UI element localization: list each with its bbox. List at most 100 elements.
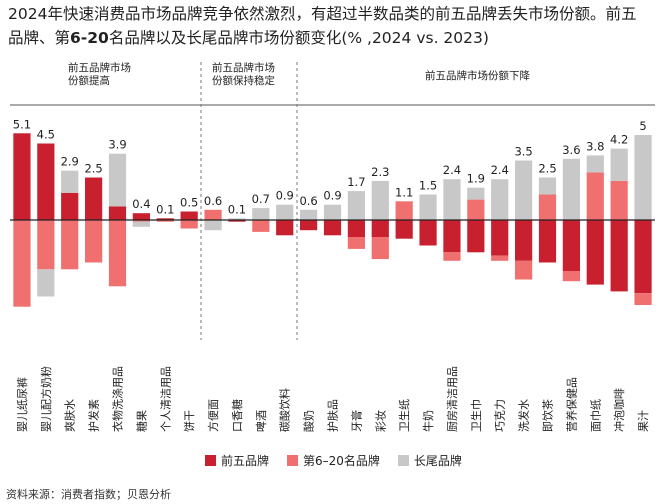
total-label: 1.1 xyxy=(395,185,413,199)
bar-segment xyxy=(515,220,533,261)
legend-item: 第6–20名品牌 xyxy=(287,452,380,469)
total-label: 3.5 xyxy=(514,145,532,159)
x-tick-label: 酸奶 xyxy=(302,410,316,432)
bar-segment xyxy=(61,170,79,193)
bar-segment xyxy=(61,220,79,270)
legend-swatch xyxy=(205,455,216,466)
bar-segment xyxy=(13,133,31,220)
bar-segment xyxy=(300,220,318,231)
bar-segment xyxy=(395,220,413,239)
x-tick-label: 厨房清洁用品 xyxy=(446,366,459,432)
bar-segment xyxy=(467,199,485,220)
legend-label: 第6–20名品牌 xyxy=(303,454,380,468)
bar-segment xyxy=(538,220,557,263)
total-label: 0.1 xyxy=(228,202,246,216)
total-label: 1.9 xyxy=(467,172,485,186)
x-tick-label: 护肤品 xyxy=(326,399,340,432)
bar-segment xyxy=(156,218,174,220)
bar-segment xyxy=(491,255,509,261)
bar-segment xyxy=(634,220,652,294)
legend-label: 长尾品牌 xyxy=(413,454,462,468)
bar-segment xyxy=(538,194,557,220)
bar-segment xyxy=(252,208,270,220)
bar-segment xyxy=(108,206,127,220)
bar-segment xyxy=(443,179,461,220)
bar-segment xyxy=(300,209,318,220)
bar-segment xyxy=(419,220,437,246)
x-tick-label: 牛奶 xyxy=(421,410,435,432)
bar-segment xyxy=(13,220,31,307)
bar-segment xyxy=(323,220,342,236)
x-tick-label: 碳酸饮料 xyxy=(278,388,292,432)
bar-segment xyxy=(586,155,604,173)
bar-segment xyxy=(156,220,174,222)
total-label: 4.2 xyxy=(610,133,628,147)
bar-segment xyxy=(85,177,103,220)
bar-segment xyxy=(610,220,628,292)
bar-segment xyxy=(347,237,365,249)
bar-segment xyxy=(562,271,580,282)
x-tick-label: 爽肤水 xyxy=(63,399,77,432)
section-label: 前五品牌市场份额提高 xyxy=(68,62,131,87)
total-label: 0.1 xyxy=(156,202,174,216)
x-tick-label: 衣物洗涤用品 xyxy=(111,366,125,432)
bar-segment xyxy=(132,221,150,227)
x-tick-label: 口香糖 xyxy=(230,399,244,432)
title-part: 2024年快速消费品市场品牌竞争依然激烈，有超过半数品类的前五品牌丢失市场份额。… xyxy=(8,5,637,47)
x-tick-label: 彩妆 xyxy=(374,410,387,432)
x-tick-label: 面巾纸 xyxy=(588,399,602,432)
x-tick-label: 卫生纸 xyxy=(397,399,411,432)
bar-segment xyxy=(276,204,294,220)
bar-segment xyxy=(347,191,365,220)
x-tick-label: 婴儿纸尿裤 xyxy=(15,377,29,432)
bar-segment xyxy=(515,160,533,220)
x-tick-label: 即饮茶 xyxy=(542,399,555,432)
total-label: 3.8 xyxy=(586,139,604,153)
bar-segment xyxy=(37,143,55,220)
x-tick-label: 巧克力 xyxy=(494,399,507,432)
bar-segment xyxy=(634,135,652,220)
legend-swatch xyxy=(287,455,299,466)
section-label: 前五品牌市场份额保持稳定 xyxy=(212,62,275,87)
legend-item: 前五品牌 xyxy=(205,452,269,469)
x-tick-label: 婴儿配方奶粉 xyxy=(39,366,53,432)
total-label: 2.5 xyxy=(538,162,556,176)
x-tick-label: 个人清洁用品 xyxy=(159,366,172,432)
legend-item: 长尾品牌 xyxy=(397,452,462,469)
bar-segment xyxy=(515,260,533,280)
x-tick-label: 饼干 xyxy=(182,410,196,432)
bar-segment xyxy=(634,293,652,305)
bar-segment xyxy=(252,220,270,232)
bar-segment xyxy=(491,220,509,256)
total-label: 4.5 xyxy=(37,128,55,142)
bar-segment xyxy=(443,220,461,253)
total-label: 3.6 xyxy=(562,143,580,157)
bar-segment xyxy=(371,180,389,220)
title-part: 名品牌以及长尾品牌市场份额变化(% ,2024 vs. 2023) xyxy=(108,29,489,47)
bar-segment xyxy=(586,220,604,285)
total-label: 2.9 xyxy=(61,155,79,169)
bar-segment xyxy=(419,194,437,220)
bar-segment xyxy=(180,220,198,229)
bar-segment xyxy=(61,192,79,220)
total-label: 2.5 xyxy=(84,162,102,176)
bar-segment xyxy=(180,211,198,220)
bar-segment xyxy=(37,220,55,270)
bar-segment xyxy=(323,204,342,220)
bar-segment xyxy=(276,220,294,236)
total-label: 0.9 xyxy=(323,189,341,203)
legend-label: 前五品牌 xyxy=(221,454,270,468)
total-label: 1.7 xyxy=(347,175,365,189)
total-label: 0.4 xyxy=(132,197,150,211)
bar-segment xyxy=(108,220,127,287)
total-label: 0.9 xyxy=(276,189,294,203)
title-part: 6-20 xyxy=(70,29,109,47)
x-tick-label: 护发素 xyxy=(87,399,101,432)
bar-segment xyxy=(108,153,127,207)
chart-title: 2024年快速消费品市场品牌竞争依然激烈，有超过半数品类的前五品牌丢失市场份额。… xyxy=(8,2,648,50)
bar-segment xyxy=(562,220,580,271)
bar-segment xyxy=(228,220,246,222)
total-label: 0.7 xyxy=(252,192,270,206)
